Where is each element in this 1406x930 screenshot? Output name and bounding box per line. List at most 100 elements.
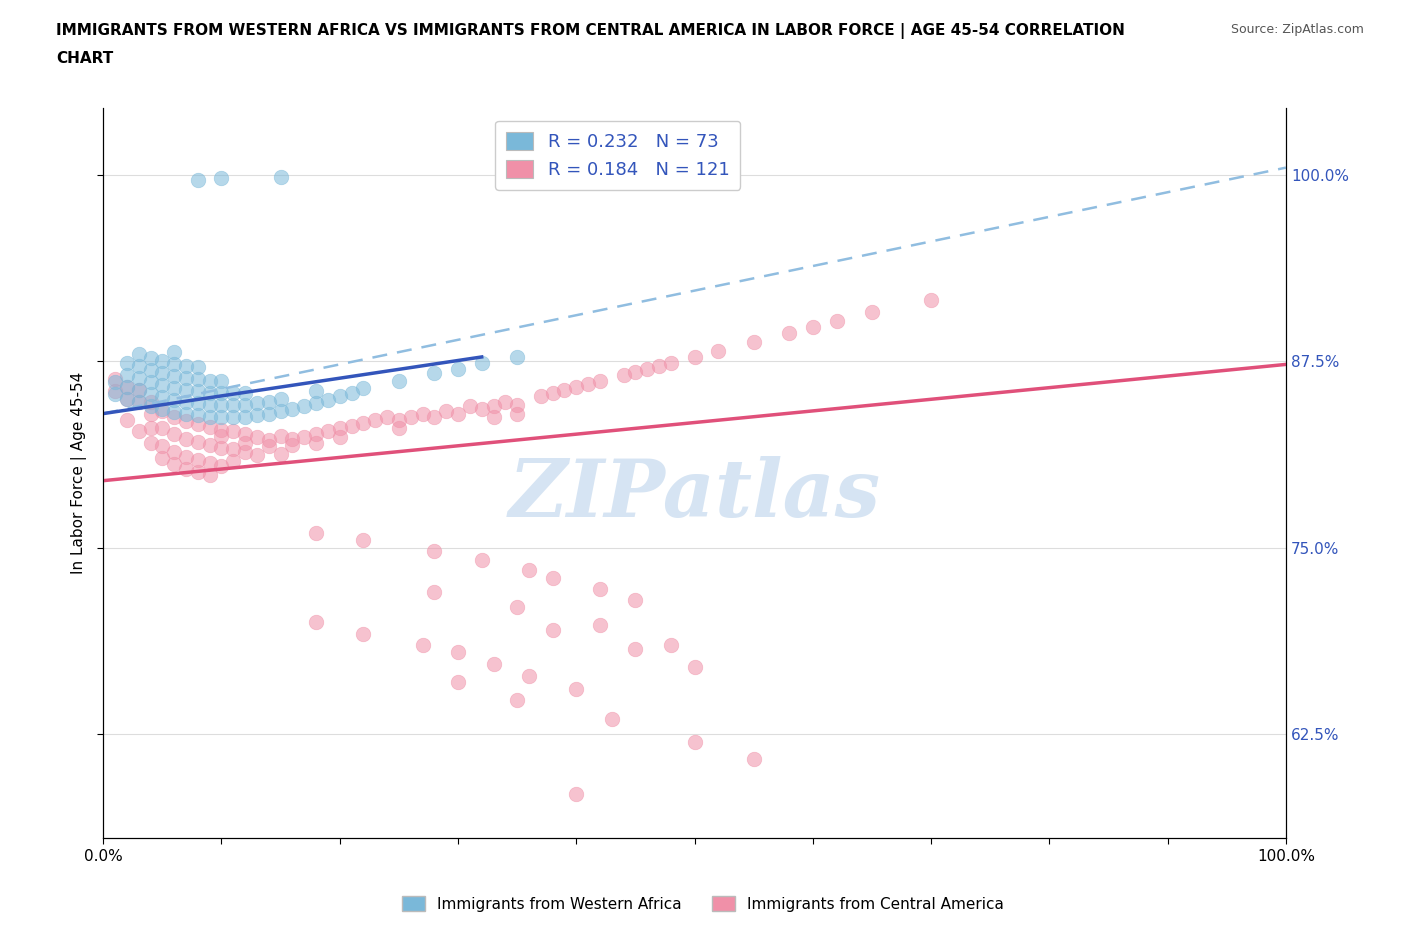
Text: ZIPatlas: ZIPatlas xyxy=(509,457,880,534)
Point xyxy=(139,399,162,414)
Point xyxy=(187,372,209,387)
Point xyxy=(187,407,209,422)
Point xyxy=(305,615,328,630)
Legend: R = 0.232   N = 73, R = 0.184   N = 121: R = 0.232 N = 73, R = 0.184 N = 121 xyxy=(495,121,740,190)
Point xyxy=(150,354,173,369)
Point xyxy=(198,456,221,471)
Point xyxy=(482,399,505,414)
Point xyxy=(589,618,612,632)
Point xyxy=(150,378,173,392)
Point xyxy=(174,414,197,429)
Point xyxy=(115,412,138,427)
Y-axis label: In Labor Force | Age 45-54: In Labor Force | Age 45-54 xyxy=(72,372,87,575)
Point xyxy=(128,382,150,397)
Point xyxy=(589,373,612,388)
Point xyxy=(150,451,173,466)
Point xyxy=(329,430,352,445)
Point xyxy=(257,433,280,448)
Point xyxy=(447,406,470,421)
Point xyxy=(128,358,150,373)
Point xyxy=(139,436,162,451)
Point xyxy=(565,379,588,394)
Point xyxy=(104,384,127,399)
Point xyxy=(270,169,292,184)
Point xyxy=(423,365,446,380)
Point xyxy=(825,313,848,328)
Point xyxy=(412,406,434,421)
Point xyxy=(104,387,127,402)
Point xyxy=(270,392,292,406)
Point xyxy=(139,394,162,409)
Point xyxy=(683,350,706,365)
Text: Source: ZipAtlas.com: Source: ZipAtlas.com xyxy=(1230,23,1364,36)
Point xyxy=(115,367,138,382)
Point xyxy=(517,669,540,684)
Point xyxy=(305,427,328,442)
Point xyxy=(412,637,434,652)
Point xyxy=(399,409,422,424)
Point xyxy=(659,355,682,370)
Point xyxy=(187,172,209,187)
Point xyxy=(316,424,339,439)
Point xyxy=(246,395,269,410)
Point xyxy=(198,373,221,388)
Point xyxy=(270,404,292,418)
Legend: Immigrants from Western Africa, Immigrants from Central America: Immigrants from Western Africa, Immigran… xyxy=(395,889,1011,918)
Point xyxy=(211,385,233,400)
Point xyxy=(589,582,612,597)
Point xyxy=(128,424,150,439)
Point xyxy=(340,418,363,433)
Point xyxy=(541,385,564,400)
Point xyxy=(187,360,209,375)
Point xyxy=(624,592,647,607)
Point xyxy=(128,347,150,362)
Point xyxy=(742,752,765,767)
Point xyxy=(233,436,256,451)
Point xyxy=(565,786,588,801)
Point xyxy=(187,434,209,449)
Point xyxy=(778,326,800,340)
Point xyxy=(423,585,446,600)
Point xyxy=(139,406,162,421)
Point xyxy=(292,399,315,414)
Point xyxy=(920,293,942,308)
Point xyxy=(163,380,186,395)
Point xyxy=(613,367,636,382)
Point xyxy=(198,409,221,424)
Point xyxy=(388,412,411,427)
Point xyxy=(482,657,505,671)
Point xyxy=(506,397,529,412)
Point xyxy=(163,392,186,407)
Point xyxy=(305,525,328,540)
Point xyxy=(115,379,138,394)
Point xyxy=(375,409,398,424)
Point xyxy=(174,358,197,373)
Point xyxy=(506,692,529,707)
Point xyxy=(115,392,138,406)
Point xyxy=(150,421,173,436)
Point xyxy=(506,406,529,421)
Point xyxy=(115,379,138,394)
Point xyxy=(163,457,186,472)
Point xyxy=(233,427,256,442)
Text: IMMIGRANTS FROM WESTERN AFRICA VS IMMIGRANTS FROM CENTRAL AMERICA IN LABOR FORCE: IMMIGRANTS FROM WESTERN AFRICA VS IMMIGR… xyxy=(56,23,1125,39)
Point xyxy=(482,409,505,424)
Point xyxy=(128,394,150,409)
Point xyxy=(222,454,245,469)
Point xyxy=(211,409,233,424)
Point xyxy=(471,402,494,417)
Point xyxy=(246,430,269,445)
Point xyxy=(198,397,221,412)
Point xyxy=(471,355,494,370)
Point xyxy=(139,363,162,378)
Point xyxy=(494,394,516,409)
Point xyxy=(222,409,245,424)
Point xyxy=(648,358,671,373)
Point xyxy=(150,439,173,454)
Point xyxy=(506,350,529,365)
Point xyxy=(211,458,233,473)
Point xyxy=(860,305,883,320)
Point xyxy=(174,406,197,421)
Point xyxy=(742,335,765,350)
Point xyxy=(659,637,682,652)
